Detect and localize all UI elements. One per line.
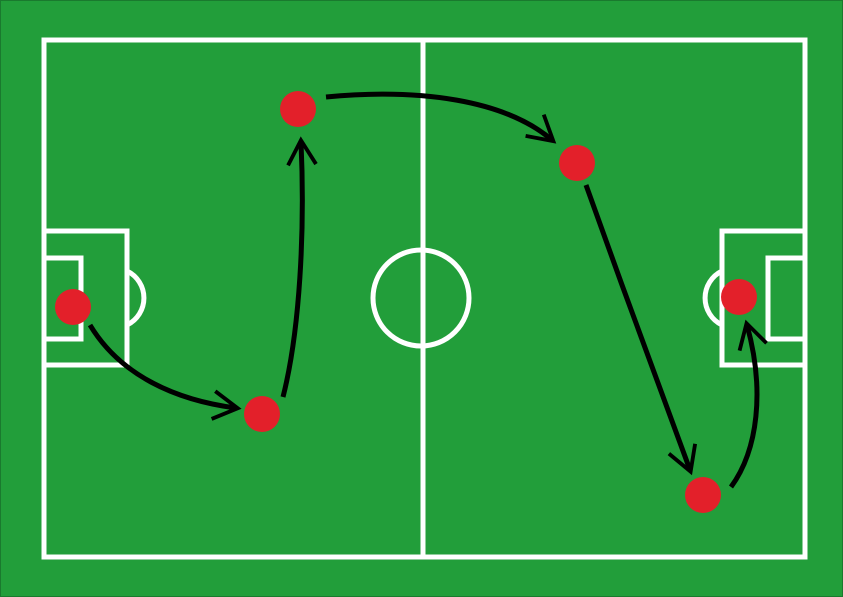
player-marker-p1: [55, 289, 91, 325]
player-marker-p6: [721, 279, 757, 315]
player-marker-p4: [559, 145, 595, 181]
pass-arrow-p5-to-p6: [728, 319, 768, 489]
player-marker-p2: [244, 396, 280, 432]
center-circle: [370, 247, 472, 349]
pass-arrow-p3-to-p4: [325, 91, 557, 144]
left-penalty-arc: [125, 268, 147, 328]
player-marker-p5: [685, 477, 721, 513]
pass-arrow-p1-to-p2: [87, 323, 242, 421]
right-penalty-arc: [702, 268, 724, 328]
pass-arrow-p2-to-p3: [280, 136, 318, 398]
pass-arrow-p4-to-p5: [583, 184, 698, 476]
player-marker-p3: [280, 91, 316, 127]
right-goal-box: [765, 255, 808, 342]
